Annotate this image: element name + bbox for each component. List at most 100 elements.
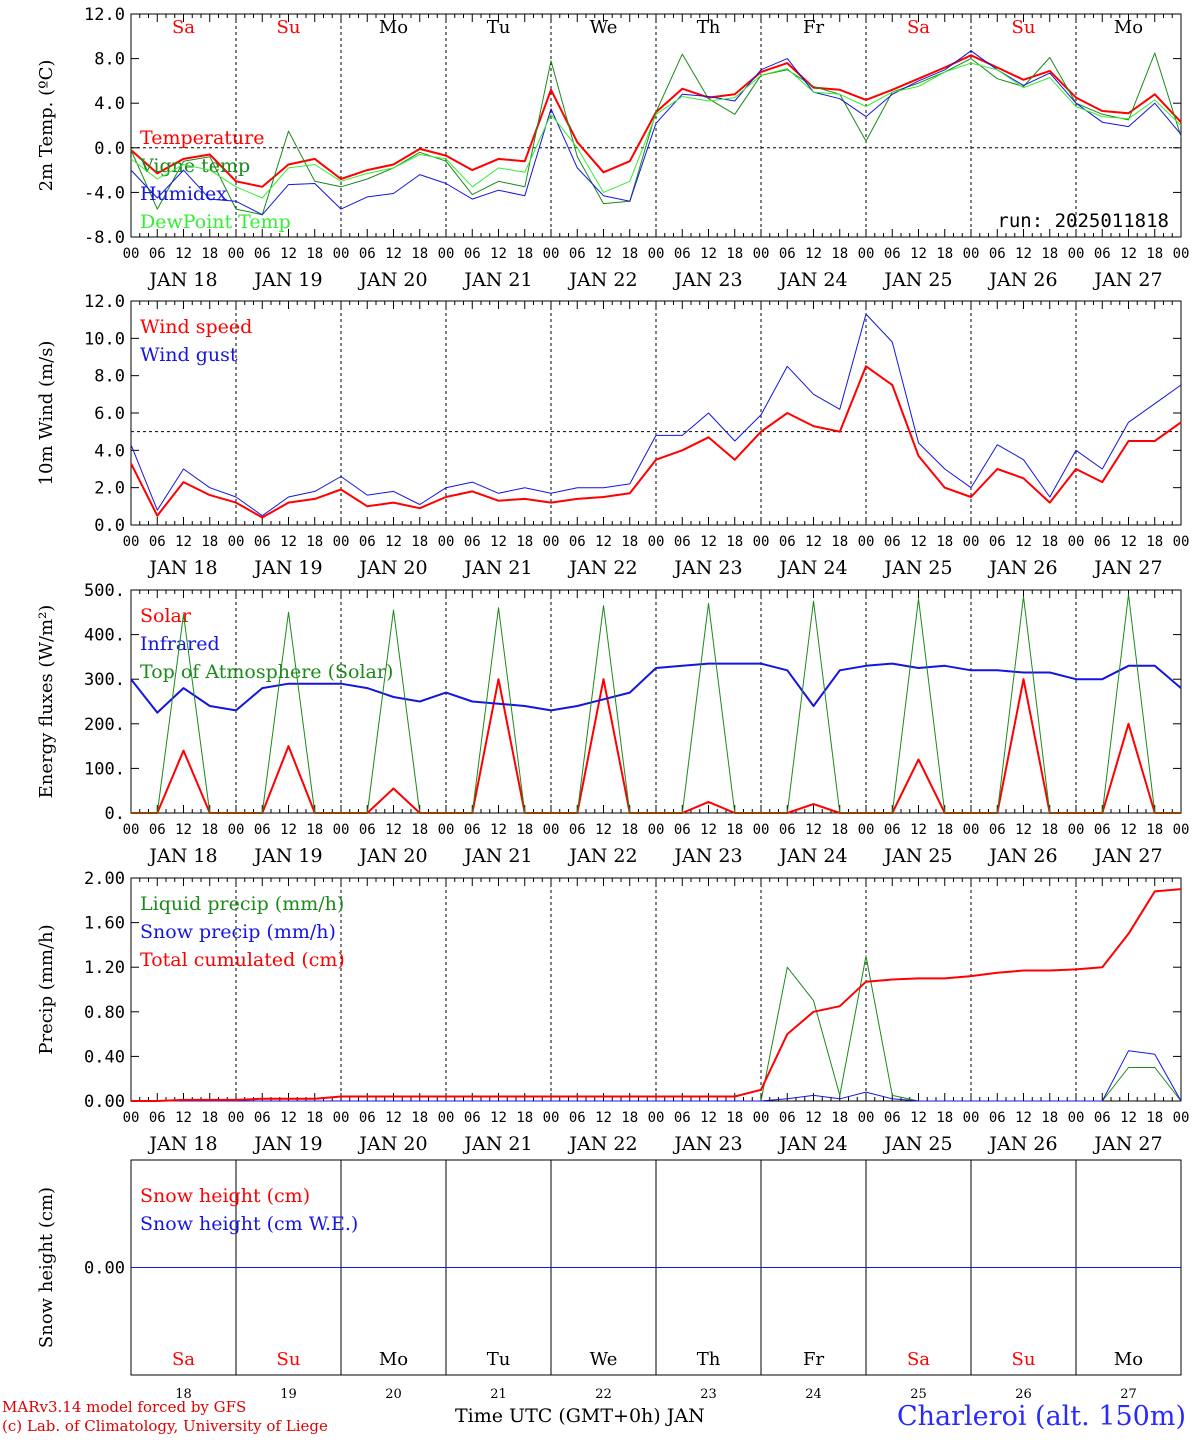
legend-entry: Snow height (cm W.E.) [140,1213,358,1235]
day-abbr: We [590,1349,618,1370]
date-label: JAN 23 [672,1133,742,1155]
day-abbr: Sa [907,1349,930,1370]
series-line-top-of-atmosphere-solar- [131,594,1181,814]
date-label: JAN 21 [462,1133,532,1155]
lab-credit: (c) Lab. of Climatology, University of L… [2,1417,328,1435]
y-axis-title: Energy fluxes (W/m²) [36,605,57,799]
hour-label: 00 [228,822,245,838]
y-tick-label: 0.80 [84,1003,125,1023]
y-axis-title: 2m Temp. (ºC) [36,60,57,192]
date-label: JAN 19 [252,1133,322,1155]
day-abbr: Sa [907,17,930,38]
hour-label: 00 [858,822,875,838]
hour-label: 00 [1068,822,1085,838]
hour-label: 06 [1094,822,1111,838]
hour-label: 00 [123,534,140,550]
day-abbr: Tu [487,1349,511,1370]
hour-label: 00 [1173,534,1190,550]
hour-label: 18 [411,246,428,262]
hour-label: 06 [674,1110,691,1126]
hour-label: 12 [595,246,612,262]
hour-label: 06 [1094,1110,1111,1126]
date-label: JAN 27 [1092,557,1162,579]
hour-label: 12 [490,822,507,838]
hour-label: 06 [1094,534,1111,550]
day-abbr: Mo [379,1349,408,1370]
hour-label: 06 [254,246,271,262]
hour-label: 18 [1146,1110,1163,1126]
hour-label: 12 [1015,534,1032,550]
y-tick-label: 8.0 [94,367,125,387]
hour-label: 06 [254,822,271,838]
hour-label: 00 [333,246,350,262]
legend-entry: Humidex [140,183,227,205]
date-label: JAN 25 [882,1133,952,1155]
hour-label: 06 [884,246,901,262]
date-label: JAN 22 [567,1133,637,1155]
hour-label: 00 [333,822,350,838]
legend-entry: Wind speed [140,316,252,338]
hour-label: 18 [516,246,533,262]
date-label: JAN 20 [357,845,427,867]
x-axis-title: Time UTC (GMT+0h) JAN [455,1405,705,1427]
hour-label: 12 [280,246,297,262]
date-label: JAN 22 [567,557,637,579]
hour-label: 06 [569,822,586,838]
y-axis-title: 10m Wind (m/s) [36,341,57,486]
y-tick-label: 200. [84,715,125,735]
day-number: 21 [490,1387,507,1400]
hour-label: 12 [385,246,402,262]
legend-entry: Wind gust [140,344,238,366]
hour-label: 12 [175,246,192,262]
y-tick-label: 2.00 [84,869,125,889]
hour-label: 12 [385,822,402,838]
series-line-humidex [130,50,1182,216]
date-label: JAN 18 [147,557,217,579]
day-abbr: Tu [487,17,511,38]
hour-label: 00 [1173,1110,1190,1126]
hour-label: 00 [543,1110,560,1126]
date-label: JAN 19 [252,269,322,291]
hour-label: 06 [674,822,691,838]
hour-label: 12 [280,822,297,838]
hour-label: 18 [306,822,323,838]
panel-temperature: -8.0 -4.0 0.0 4.0 8.0 12.0 00 06 12 18 JAN 18 00 06 1… [36,5,1189,291]
hour-label: 00 [228,534,245,550]
hour-label: 18 [1146,534,1163,550]
hour-label: 18 [936,822,953,838]
hour-label: 06 [464,246,481,262]
hour-label: 18 [621,534,638,550]
hour-label: 06 [569,534,586,550]
y-tick-label: 0.0 [94,139,125,159]
date-label: JAN 18 [147,845,217,867]
hour-label: 00 [648,534,665,550]
hour-label: 06 [989,246,1006,262]
hour-label: 18 [726,822,743,838]
panel-frame [130,589,1182,814]
hour-label: 18 [936,246,953,262]
hour-label: 12 [595,1110,612,1126]
hour-label: 12 [805,822,822,838]
day-abbr: Th [697,17,721,38]
hour-label: 12 [175,1110,192,1126]
hour-label: 06 [989,534,1006,550]
hour-label: 18 [726,246,743,262]
day-abbr: Sa [172,1349,195,1370]
y-tick-label: 1.60 [84,914,125,934]
date-label: JAN 25 [882,557,952,579]
hour-label: 06 [254,534,271,550]
hour-label: 06 [464,822,481,838]
hour-label: 06 [1094,246,1111,262]
hour-label: 00 [123,246,140,262]
hour-label: 18 [1146,822,1163,838]
date-label: JAN 22 [567,269,637,291]
date-label: JAN 19 [252,845,322,867]
date-label: JAN 20 [357,557,427,579]
hour-label: 00 [228,246,245,262]
hour-label: 00 [438,246,455,262]
hour-label: 06 [569,246,586,262]
hour-label: 18 [621,246,638,262]
y-tick-label: 10.0 [84,329,125,349]
run-label: run: 2025011818 [997,210,1169,232]
